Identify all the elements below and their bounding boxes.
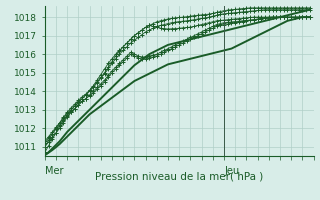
X-axis label: Pression niveau de la mer( hPa ): Pression niveau de la mer( hPa ) <box>95 171 263 181</box>
Text: Jeu: Jeu <box>224 166 239 176</box>
Text: Mer: Mer <box>45 166 63 176</box>
